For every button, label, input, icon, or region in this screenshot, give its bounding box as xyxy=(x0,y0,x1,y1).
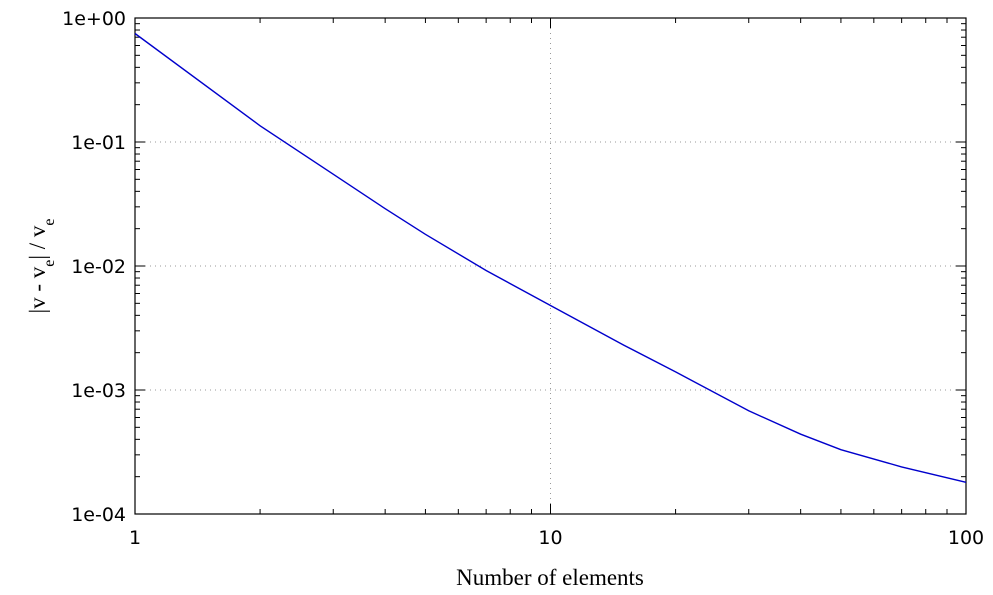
x-axis-title: Number of elements xyxy=(456,565,644,590)
y-axis-title-mid: | / v xyxy=(25,225,50,259)
x-tick-label: 10 xyxy=(538,527,562,549)
x-tick-label: 100 xyxy=(948,527,984,549)
series-line xyxy=(134,32,967,483)
y-tick-label: 1e-02 xyxy=(71,256,126,278)
tick-labels: 1 10 100 1e+00 1e-01 1e-02 1e-03 1e-04 xyxy=(62,8,984,549)
y-axis-title-sub2: e xyxy=(41,219,58,226)
series-group xyxy=(134,32,967,483)
y-tick-label: 1e-01 xyxy=(71,132,126,154)
x-tick-label: 1 xyxy=(129,527,141,549)
grid-lines xyxy=(135,18,966,514)
plot-frame xyxy=(134,17,967,515)
y-tick-label: 1e-03 xyxy=(71,380,126,402)
y-axis-title-sub1: e xyxy=(41,260,58,267)
y-axis-title-main: |v - v xyxy=(25,266,50,313)
y-tick-label: 1e-04 xyxy=(71,504,126,526)
y-tick-label: 1e+00 xyxy=(62,8,126,30)
y-axis-title: |v - ve| / ve xyxy=(25,219,58,314)
